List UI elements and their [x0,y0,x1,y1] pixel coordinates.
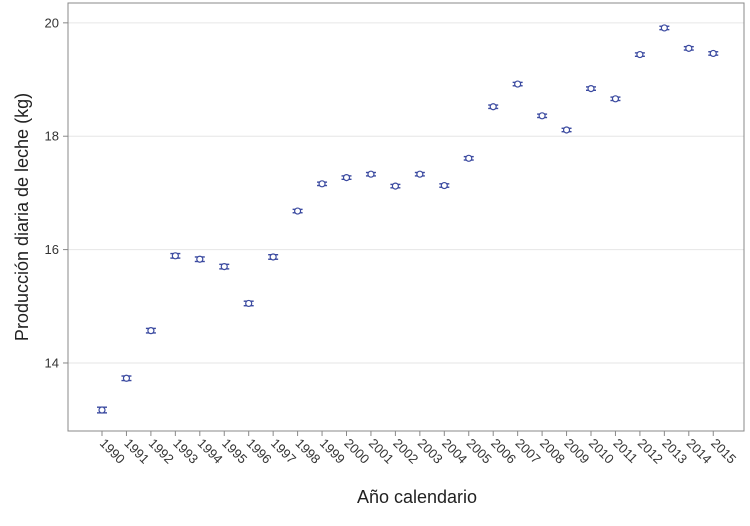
x-axis: 1990199119921993199419951996199719981999… [97,431,739,467]
point-marker [538,112,546,120]
point-marker [245,299,253,308]
data-point [292,207,303,215]
x-tick-label: 2001 [366,436,397,467]
point-marker [220,263,228,271]
point-marker [367,170,375,178]
data-point [463,154,474,162]
point-marker [294,207,302,215]
x-tick-label: 1993 [170,436,201,467]
x-tick-label: 1992 [146,436,177,467]
data-point [121,374,132,382]
point-marker [489,103,497,111]
x-axis-title: Año calendario [357,487,477,507]
x-tick-label: 2008 [537,436,568,467]
data-point [145,327,156,335]
x-tick-label: 2015 [708,436,739,467]
point-marker [122,374,131,382]
x-tick-label: 2005 [464,436,495,467]
data-point [659,24,670,32]
data-point [97,406,107,414]
data-point [170,252,181,260]
data-point [243,299,254,308]
x-tick-label: 2003 [415,436,446,467]
data-point [537,112,548,120]
data-point [512,80,523,88]
x-tick-label: 1998 [292,436,323,467]
x-tick-label: 2006 [488,436,519,467]
data-points [97,24,719,414]
data-point [194,255,205,263]
x-tick-label: 1991 [121,436,152,467]
point-marker [465,154,473,162]
point-marker [709,49,717,58]
x-tick-label: 2013 [659,436,690,467]
data-point [317,180,328,188]
data-point [634,50,645,59]
point-marker [514,80,522,88]
x-tick-label: 1997 [268,436,299,467]
x-tick-label: 2000 [341,436,372,467]
y-axis-title: Producción diaria de leche (kg) [12,93,32,341]
data-point [586,84,596,93]
point-marker [98,406,106,414]
x-tick-label: 1990 [97,436,128,467]
data-point [708,49,719,58]
point-marker [685,44,693,52]
x-tick-label: 1999 [317,436,348,467]
data-point [414,170,425,178]
y-tick-label: 20 [45,15,59,30]
point-marker [147,327,155,335]
x-tick-label: 1995 [219,436,250,467]
x-tick-label: 1996 [244,436,275,467]
data-point [341,174,352,182]
x-tick-label: 2011 [610,436,640,466]
x-tick-label: 2007 [513,436,544,467]
data-point [683,44,694,52]
data-point [365,170,376,178]
x-tick-label: 2014 [684,436,715,467]
point-marker [562,126,571,134]
data-point [488,103,499,111]
plot-frame [67,2,745,432]
point-marker [660,24,668,32]
point-marker [318,180,326,188]
y-tick-label: 18 [45,129,59,144]
data-point [610,95,621,103]
point-marker [440,181,448,190]
x-tick-label: 2009 [561,436,592,467]
point-marker [171,252,179,260]
point-marker [611,95,620,103]
x-tick-label: 2002 [390,436,421,467]
point-marker [416,170,424,178]
point-marker [636,50,644,59]
data-point [439,181,450,190]
x-tick-label: 2004 [439,436,470,467]
y-axis: 14 16 18 20 [45,15,68,370]
x-tick-label: 2012 [635,436,666,467]
y-tick-label: 14 [45,355,59,370]
y-tick-label: 16 [45,242,59,257]
point-marker [391,182,399,190]
point-marker [269,253,277,261]
data-point [219,263,230,271]
point-marker [196,255,204,263]
point-marker [587,84,595,93]
x-tick-label: 2010 [586,436,617,467]
data-point [390,182,401,190]
x-tick-label: 1994 [195,436,226,467]
grid-lines [68,22,744,364]
data-point [561,126,572,134]
point-marker [342,174,351,182]
data-point [268,253,279,261]
